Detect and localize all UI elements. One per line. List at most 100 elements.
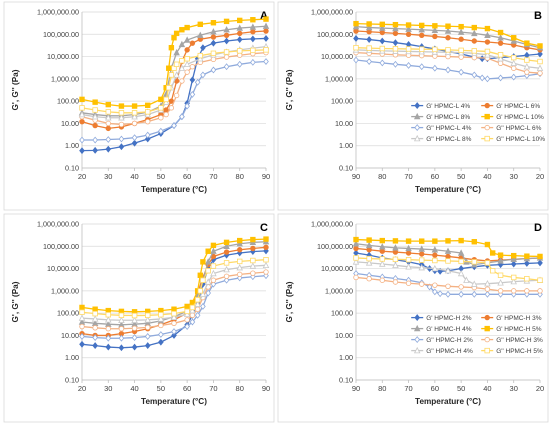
x-tick-label: 70 (209, 384, 217, 393)
data-point (511, 274, 517, 281)
data-point (131, 134, 138, 142)
legend-marker (484, 102, 490, 109)
data-point (537, 290, 543, 298)
data-point (471, 290, 478, 298)
data-point (105, 136, 112, 143)
data-point (237, 258, 243, 265)
data-point (194, 78, 201, 86)
data-point (510, 59, 517, 66)
data-point (405, 280, 412, 286)
x-tick-label: 80 (378, 384, 386, 393)
data-point (79, 309, 85, 315)
data-point (197, 55, 204, 62)
data-point (524, 40, 530, 46)
data-point (118, 316, 125, 323)
series-7 (353, 45, 543, 65)
legend-marker (484, 135, 490, 142)
data-point (173, 92, 180, 99)
data-point (184, 47, 190, 53)
data-point (79, 96, 85, 103)
data-point (479, 74, 485, 82)
data-point (223, 265, 230, 273)
y-axis-label: G', G'' (Pa) (285, 69, 294, 110)
data-point (237, 48, 243, 54)
data-point (92, 122, 98, 129)
legend-marker (484, 325, 490, 332)
x-tick-label: 40 (130, 384, 138, 393)
data-point (353, 35, 359, 42)
data-point (210, 34, 217, 40)
data-point (250, 35, 256, 43)
data-point (173, 61, 180, 67)
data-point (432, 252, 438, 258)
data-point (92, 306, 98, 312)
legend-entry: G' HPMC-H 4% (411, 324, 472, 333)
data-point (510, 255, 517, 263)
data-point (418, 63, 425, 71)
data-point (105, 316, 112, 323)
data-point (379, 45, 385, 52)
data-point (236, 263, 243, 271)
x-axis-label: Temperature (°C) (141, 185, 207, 194)
data-point (236, 24, 243, 31)
x-tick-label: 60 (431, 384, 439, 393)
data-point (445, 35, 451, 41)
data-point (200, 259, 206, 265)
data-point (173, 71, 180, 78)
data-point (223, 26, 230, 33)
series-line (355, 59, 541, 80)
data-point (197, 31, 204, 39)
data-point (263, 47, 269, 53)
data-point (392, 279, 399, 285)
data-point (105, 109, 111, 115)
y-tick-label: 100.00 (57, 309, 79, 318)
legend-marker (413, 324, 421, 332)
data-point (170, 313, 178, 321)
data-point (118, 326, 125, 332)
data-point (523, 63, 531, 70)
data-point (197, 272, 203, 278)
data-point (210, 50, 217, 57)
data-point (379, 237, 385, 244)
data-point (179, 78, 185, 84)
data-point (352, 240, 360, 247)
data-point (144, 316, 151, 323)
legend-entry: G'' HPMC-L 8% (411, 134, 472, 143)
y-tick-label: 10.00 (61, 119, 79, 128)
data-point (194, 306, 201, 312)
data-point (484, 51, 491, 58)
y-tick-label: 1,000.00 (325, 74, 353, 83)
data-point (210, 277, 217, 283)
data-point (458, 54, 464, 60)
data-point (471, 280, 478, 287)
data-point (457, 269, 465, 277)
data-point (510, 37, 517, 44)
data-point (184, 69, 190, 75)
data-point (263, 257, 269, 263)
y-tick-label: 1.00 (65, 141, 79, 150)
data-point (419, 46, 425, 52)
data-point (458, 290, 464, 298)
data-point (379, 260, 386, 267)
y-tick-label: 10.00 (335, 331, 353, 340)
data-point (432, 23, 438, 29)
data-point (471, 38, 477, 44)
x-axis-label: Temperature (°C) (141, 397, 207, 406)
data-point (379, 277, 385, 283)
data-point (497, 288, 504, 294)
data-point (184, 56, 190, 62)
data-point (144, 342, 151, 350)
x-tick-label: 20 (78, 172, 86, 181)
data-point (432, 282, 438, 288)
data-point (537, 288, 543, 294)
legend-entry: G' HPMC-L 4% (411, 102, 470, 110)
data-point (497, 252, 504, 258)
data-point (484, 260, 491, 266)
data-point (200, 277, 206, 283)
data-point (484, 286, 491, 292)
data-point (171, 306, 177, 312)
data-point (366, 21, 372, 27)
data-point (392, 238, 399, 244)
y-tick-label: 1.00 (339, 141, 353, 150)
